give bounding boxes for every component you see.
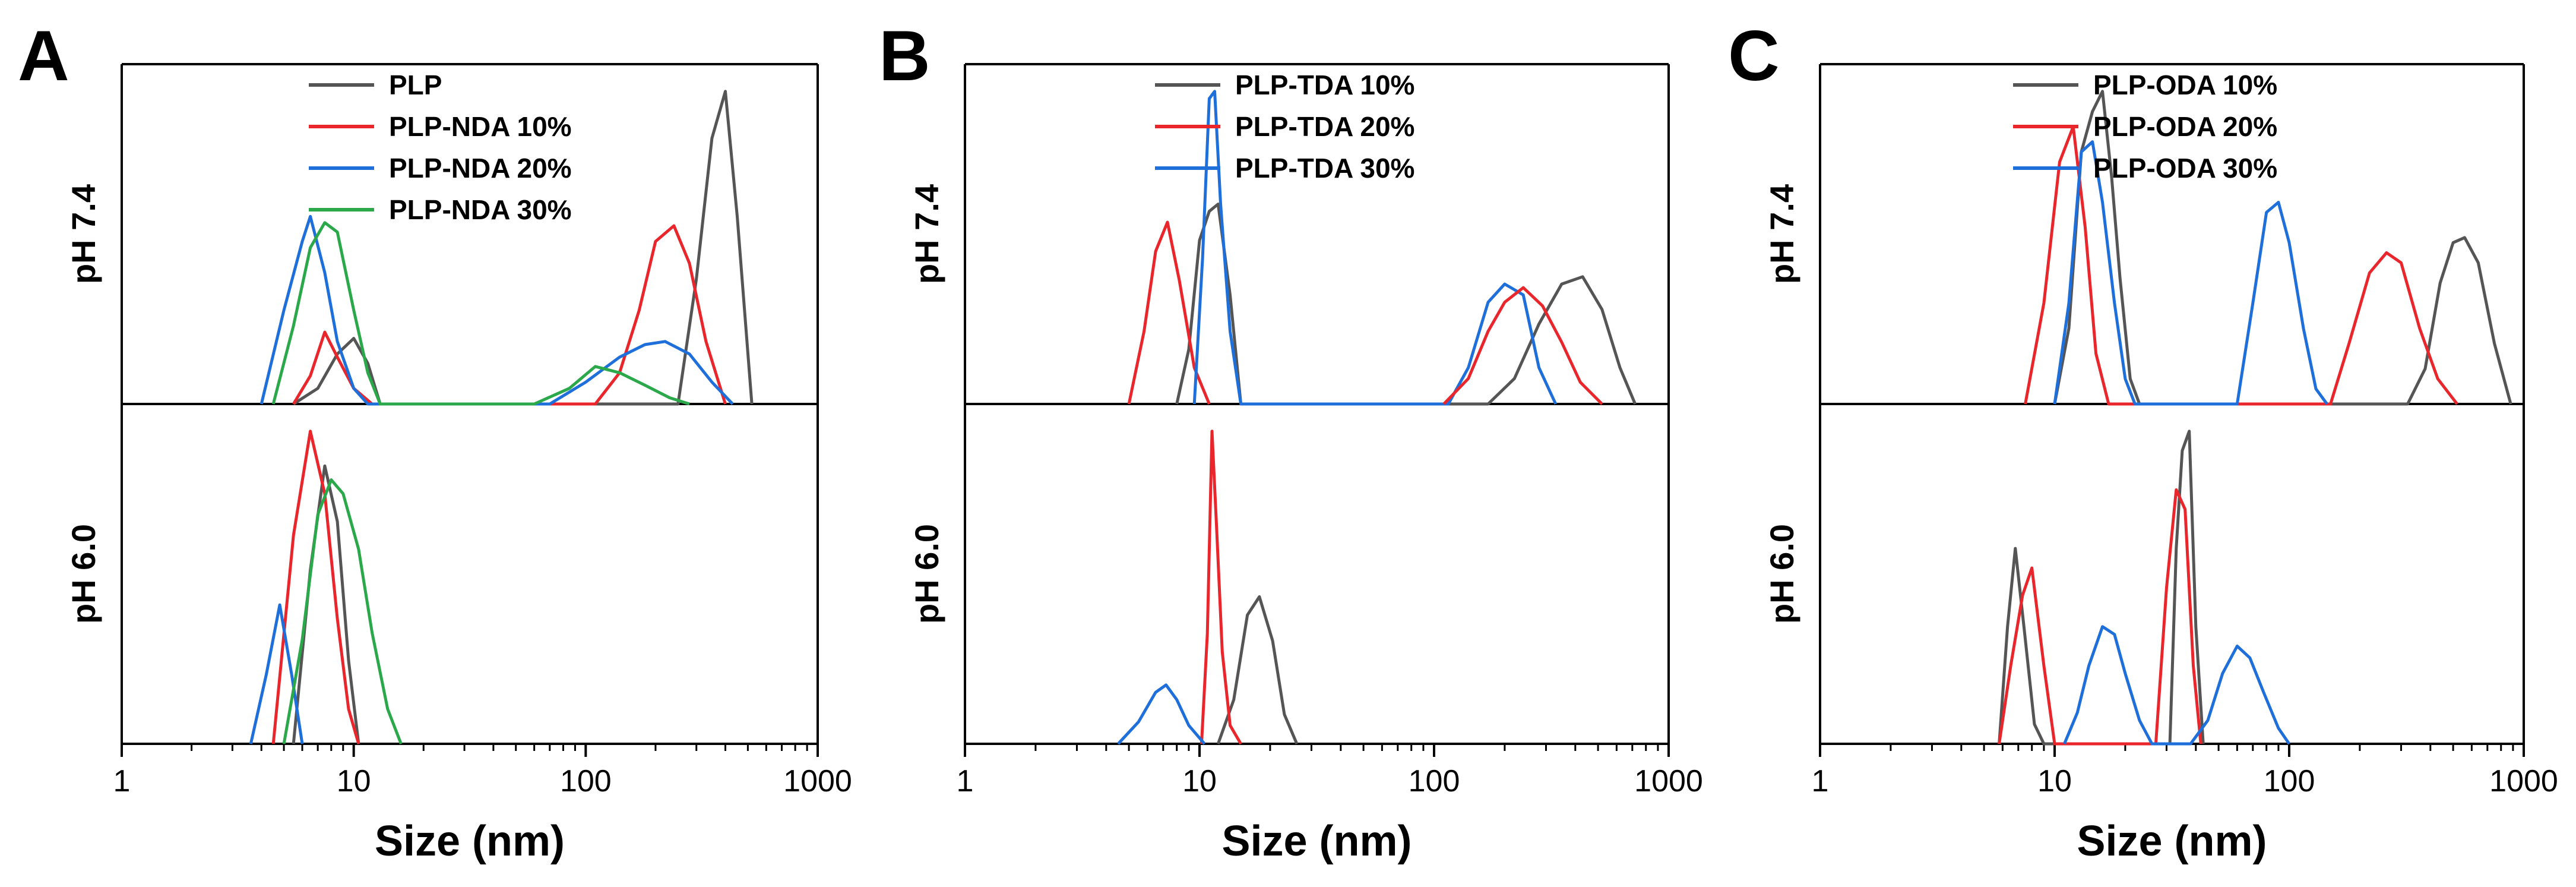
panel-a: A 1 10 100 1000 Size (nm) pH 7.4 pH 6.0 PLP PLP-N…	[18, 16, 852, 865]
series-line	[271, 430, 360, 744]
legend-label: PLP-NDA 20%	[389, 153, 572, 184]
series-line	[1175, 203, 1637, 406]
x-tick-label: 1	[957, 764, 974, 798]
row-label: pH 6.0	[1763, 524, 1800, 624]
legend-label: PLP-ODA 30%	[2093, 153, 2277, 184]
series-line	[1117, 683, 1206, 745]
x-axis-title: Size (nm)	[375, 817, 565, 865]
legend-label: PLP-TDA 10%	[1235, 70, 1414, 100]
x-tick-label: 100	[560, 764, 612, 798]
row-label: pH 6.0	[65, 524, 102, 624]
x-tick-label: 100	[1409, 764, 1460, 798]
legend-label: PLP-TDA 20%	[1235, 111, 1414, 142]
legend-label: PLP-NDA 10%	[389, 111, 572, 142]
row-label: pH 7.4	[908, 184, 945, 284]
x-tick-label: 1	[113, 764, 131, 798]
series-line	[1200, 430, 1242, 745]
row-label: pH 6.0	[908, 524, 945, 624]
series-line	[292, 224, 727, 406]
series-line	[1998, 488, 2202, 746]
x-tick-label: 1000	[2489, 764, 2558, 798]
series-line	[1192, 90, 1558, 406]
legend-label: PLP-ODA 10%	[2093, 70, 2277, 100]
x-axis-title: Size (nm)	[2077, 817, 2267, 865]
legend-label: PLP	[389, 70, 442, 100]
x-tick-label: 1000	[783, 764, 852, 798]
panel-letter: B	[879, 16, 931, 96]
series-line	[271, 221, 690, 406]
panel-b: B 1 10 100 1000 Size (nm) pH 7.4 pH 6.0 PLP-TDA …	[879, 16, 1703, 865]
x-axis-title: Size (nm)	[1221, 817, 1412, 865]
x-tick-label: 10	[2037, 764, 2072, 798]
x-tick-label: 10	[337, 764, 371, 798]
series-line	[282, 478, 403, 744]
panel-letter: A	[18, 16, 69, 96]
series-line	[1216, 595, 1299, 744]
legend-label: PLP-ODA 20%	[2093, 111, 2277, 142]
series-line	[2053, 140, 2328, 406]
x-tick-label: 1000	[1634, 764, 1703, 798]
panel-c: C 1 10 100 1000 Size (nm) pH 7.4 pH 6.0 PLP-ODA …	[1728, 16, 2558, 865]
x-tick-label: 100	[2264, 764, 2315, 798]
row-label: pH 7.4	[1763, 184, 1800, 284]
series-line	[260, 214, 734, 406]
series-line	[2063, 625, 2291, 746]
panel-letter: C	[1728, 16, 1780, 96]
row-label: pH 7.4	[65, 184, 102, 284]
series-line	[2024, 125, 2458, 406]
x-tick-label: 1	[1812, 764, 1829, 798]
x-tick-label: 10	[1182, 764, 1217, 798]
legend-label: PLP-NDA 30%	[389, 194, 572, 225]
series-line	[1127, 220, 1211, 405]
series-line	[1442, 286, 1603, 405]
series-line	[1998, 430, 2205, 746]
series-line	[249, 603, 304, 744]
legend-label: PLP-TDA 30%	[1235, 153, 1414, 184]
